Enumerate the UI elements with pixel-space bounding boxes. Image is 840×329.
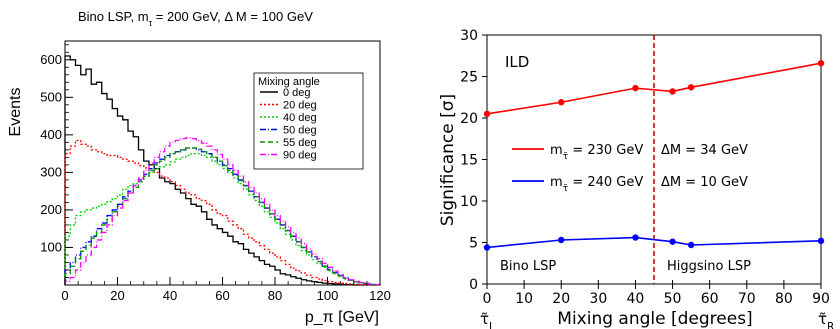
legend-delta-label: ΔM = 10 GeV bbox=[661, 175, 748, 190]
x-tick-label: 40 bbox=[627, 291, 645, 307]
data-point bbox=[483, 110, 491, 118]
x-tick-label: 90 bbox=[812, 291, 830, 307]
legend-box bbox=[253, 72, 364, 170]
x-tick-label: 80 bbox=[268, 288, 282, 303]
histogram-series-group bbox=[64, 55, 381, 286]
data-point bbox=[669, 88, 676, 95]
significance-series-group bbox=[483, 60, 825, 251]
x-tick-label: 100 bbox=[317, 288, 339, 303]
histogram-line-55-deg bbox=[64, 147, 381, 286]
significance-line-0 bbox=[486, 62, 822, 115]
data-point bbox=[687, 84, 695, 91]
left-x-axis-label: p_π [GeV] bbox=[305, 309, 379, 326]
left-axes: 0 20 40 60 80 100 120 100 200 300 400 500 600 bbox=[40, 44, 391, 303]
data-point bbox=[483, 244, 491, 251]
y-tick-label: 15 bbox=[460, 153, 478, 169]
data-point bbox=[817, 60, 825, 67]
y-tick-label: 500 bbox=[40, 89, 62, 104]
ild-label: ILD bbox=[505, 53, 529, 71]
legend-entry-label: 40 deg bbox=[283, 112, 317, 124]
x-tick-label: 0 bbox=[483, 291, 492, 307]
x-tick-label: 80 bbox=[775, 291, 793, 307]
left-chart-title: Bino LSP, mτ = 200 GeV, Δ M = 100 GeV bbox=[78, 9, 313, 28]
x-end-label-tau-right: τ̃R bbox=[818, 310, 834, 329]
legend-delta-label: ΔM = 34 GeV bbox=[661, 143, 748, 158]
data-point bbox=[817, 237, 825, 245]
y-tick-label: 400 bbox=[40, 127, 62, 142]
histogram-line-90-deg bbox=[64, 137, 381, 286]
right-y-axis-label: Significance [σ] bbox=[438, 94, 458, 226]
significance-line-1 bbox=[486, 236, 822, 249]
y-tick-label: 200 bbox=[40, 202, 62, 217]
histogram-line-0-deg bbox=[64, 55, 380, 286]
data-point bbox=[669, 238, 676, 245]
x-tick-label: 40 bbox=[163, 288, 177, 303]
legend-mass-label: mτ̃ = 240 GeV bbox=[550, 175, 643, 194]
y-tick-label: 600 bbox=[40, 52, 62, 67]
histogram-panel: Bino LSP, mτ = 200 GeV, Δ M = 100 GeV 0 2… bbox=[7, 9, 391, 326]
x-tick-label: 10 bbox=[515, 291, 533, 307]
y-tick-label: 100 bbox=[40, 239, 62, 254]
x-tick-label: 70 bbox=[738, 291, 756, 307]
x-tick-label: 60 bbox=[701, 291, 719, 307]
y-tick-label: 300 bbox=[40, 164, 62, 179]
y-tick-label: 20 bbox=[460, 111, 478, 127]
data-point bbox=[632, 84, 639, 92]
y-tick-label: 30 bbox=[460, 28, 478, 44]
higgsino-lsp-label: Higgsino LSP bbox=[667, 259, 751, 274]
left-y-axis-label: Events bbox=[7, 88, 24, 137]
y-tick-label: 25 bbox=[460, 70, 478, 86]
data-point bbox=[558, 99, 565, 106]
y-tick-label: 5 bbox=[469, 236, 478, 252]
data-point bbox=[632, 234, 639, 241]
x-tick-label: 20 bbox=[110, 288, 124, 303]
legend-title: Mixing angle bbox=[258, 76, 320, 88]
bino-lsp-label: Bino LSP bbox=[500, 259, 556, 274]
legend-mass-label: mτ̃ = 230 GeV bbox=[550, 143, 643, 162]
right-axes: 0 10 20 30 40 50 60 70 80 90 0 5 10 15 20 25 30 bbox=[460, 28, 830, 307]
legend-entry-label: 0 deg bbox=[283, 87, 311, 99]
right-legend: mτ̃ = 230 GeV ΔM = 34 GeV mτ̃ = 240 GeV ΔM … bbox=[512, 143, 748, 194]
x-tick-label: 30 bbox=[589, 291, 607, 307]
x-tick-label: 0 bbox=[61, 288, 68, 303]
x-tick-label: 120 bbox=[369, 288, 391, 303]
legend-entry-label: 90 deg bbox=[283, 150, 317, 162]
y-tick-label: 0 bbox=[469, 277, 478, 293]
x-tick-label: 60 bbox=[215, 288, 229, 303]
x-tick-label: 20 bbox=[552, 291, 570, 307]
right-x-axis-label: Mixing angle [degrees] bbox=[557, 309, 752, 329]
histogram-line-20-deg bbox=[64, 139, 380, 286]
legend-entry-label: 55 deg bbox=[283, 137, 317, 149]
legend-entry-label: 20 deg bbox=[283, 100, 317, 112]
data-point bbox=[687, 241, 695, 249]
legend-entry-label: 50 deg bbox=[283, 125, 317, 137]
data-point bbox=[558, 236, 565, 244]
x-tick-label: 50 bbox=[664, 291, 682, 307]
x-end-label-tau-left: τ̃L bbox=[480, 310, 495, 329]
y-tick-label: 10 bbox=[460, 194, 478, 210]
significance-panel: 0 10 20 30 40 50 60 70 80 90 0 5 10 15 20 25 30 Signific… bbox=[438, 28, 834, 329]
